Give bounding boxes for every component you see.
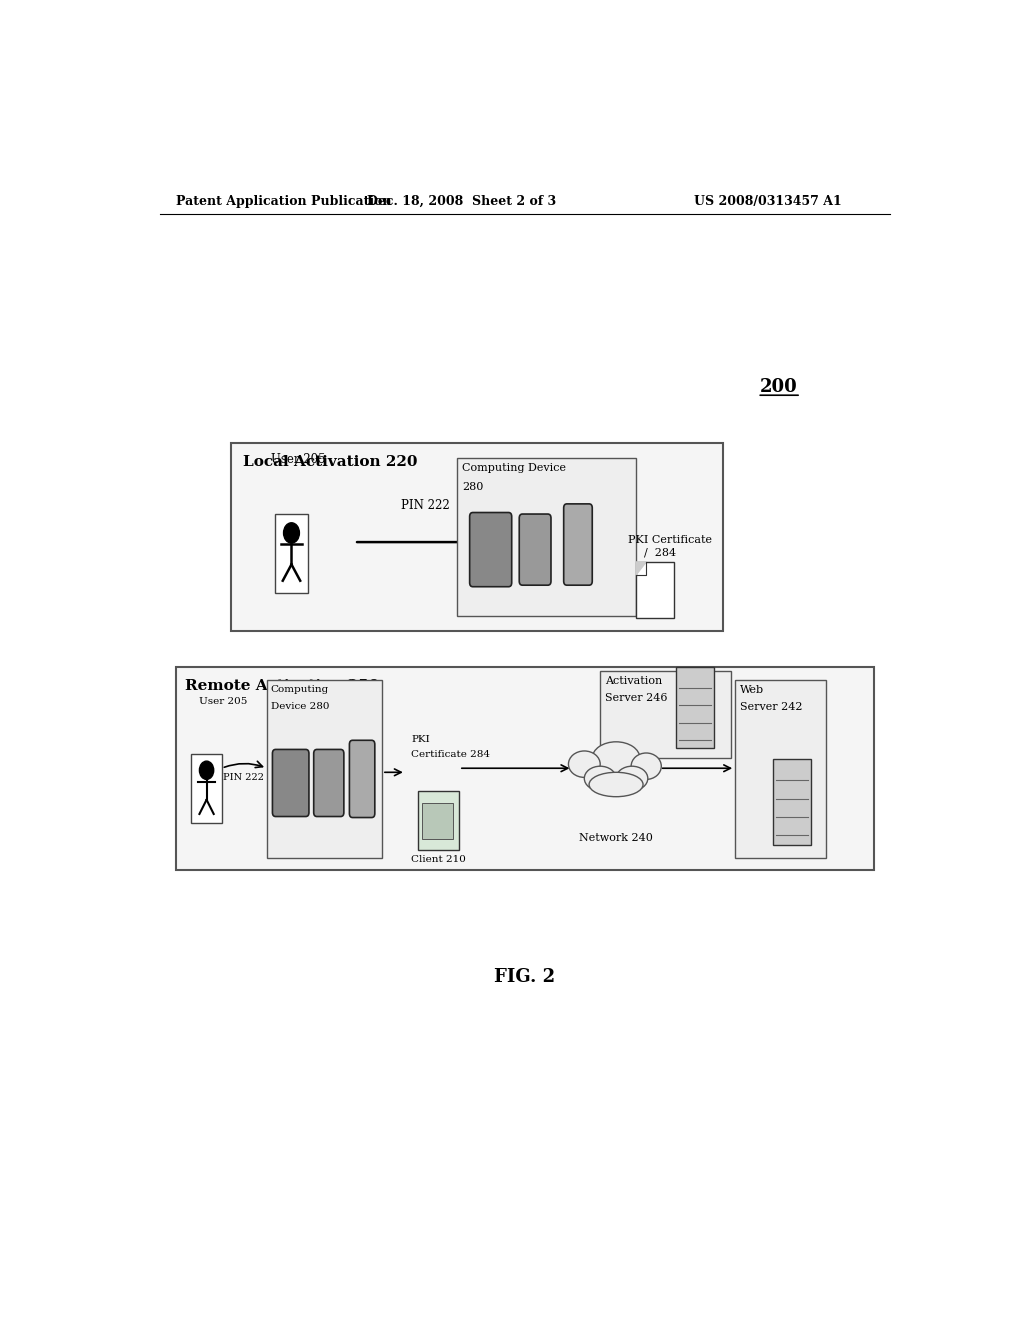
Text: /  284: / 284 [644,548,676,558]
Text: Remote Activation 250: Remote Activation 250 [185,678,379,693]
Ellipse shape [616,766,648,791]
FancyBboxPatch shape [349,741,375,817]
FancyBboxPatch shape [267,680,382,858]
Circle shape [284,523,299,543]
FancyBboxPatch shape [636,562,674,618]
FancyBboxPatch shape [458,458,636,615]
FancyBboxPatch shape [470,512,512,586]
FancyBboxPatch shape [423,803,453,840]
FancyBboxPatch shape [231,444,723,631]
FancyBboxPatch shape [600,671,731,758]
Ellipse shape [589,772,643,797]
FancyBboxPatch shape [418,791,459,850]
Text: PKI: PKI [412,735,430,744]
FancyBboxPatch shape [773,759,811,846]
Text: Server 242: Server 242 [740,702,803,713]
Text: 280: 280 [462,482,483,491]
FancyBboxPatch shape [735,680,826,858]
Text: 200: 200 [760,378,798,396]
Text: Dec. 18, 2008  Sheet 2 of 3: Dec. 18, 2008 Sheet 2 of 3 [367,194,556,207]
Ellipse shape [631,752,662,779]
Text: Certificate 284: Certificate 284 [412,750,490,759]
Text: User 205: User 205 [200,697,248,706]
Text: Local Activation 220: Local Activation 220 [243,455,418,469]
Text: Computing Device: Computing Device [462,463,566,474]
FancyBboxPatch shape [676,667,714,748]
Text: Network 240: Network 240 [580,833,653,843]
Text: PIN 222: PIN 222 [223,774,264,781]
Text: US 2008/0313457 A1: US 2008/0313457 A1 [694,194,842,207]
Text: PKI Certificate: PKI Certificate [628,535,712,545]
Text: Web: Web [740,685,764,694]
Text: Patent Application Publication: Patent Application Publication [176,194,391,207]
Text: Server 246: Server 246 [605,693,668,704]
Ellipse shape [568,751,600,777]
FancyBboxPatch shape [176,667,873,870]
Circle shape [200,762,214,779]
Text: PIN 222: PIN 222 [401,499,450,512]
FancyBboxPatch shape [272,750,309,817]
Text: Client 210: Client 210 [411,854,466,863]
Polygon shape [636,562,646,576]
Text: User 205: User 205 [270,453,326,466]
FancyBboxPatch shape [519,513,551,585]
Text: Device 280: Device 280 [270,702,330,711]
Text: Computing: Computing [270,685,329,694]
Text: Activation: Activation [605,676,663,686]
Ellipse shape [592,742,640,775]
FancyBboxPatch shape [274,513,308,593]
Text: FIG. 2: FIG. 2 [495,968,555,986]
FancyBboxPatch shape [563,504,592,585]
FancyBboxPatch shape [313,750,344,817]
Ellipse shape [585,766,616,791]
FancyBboxPatch shape [191,754,221,824]
